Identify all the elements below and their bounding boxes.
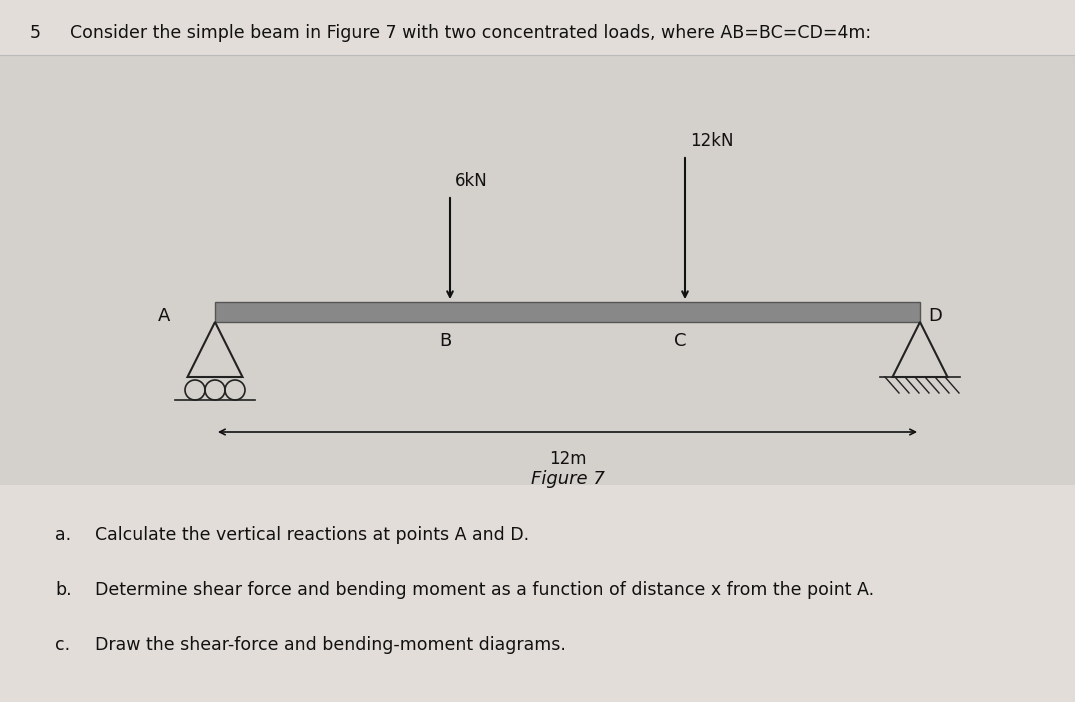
Bar bbox=[0, 55, 1075, 485]
Text: 12kN: 12kN bbox=[690, 132, 733, 150]
Text: c.: c. bbox=[55, 636, 70, 654]
Text: 6kN: 6kN bbox=[455, 172, 488, 190]
Text: b.: b. bbox=[55, 581, 72, 599]
Text: Determine shear force and bending moment as a function of distance x from the po: Determine shear force and bending moment… bbox=[95, 581, 874, 599]
Text: D: D bbox=[928, 307, 942, 325]
Text: 5: 5 bbox=[30, 24, 41, 42]
Text: Consider the simple beam in Figure 7 with two concentrated loads, where AB=BC=CD: Consider the simple beam in Figure 7 wit… bbox=[70, 24, 871, 42]
Text: a.: a. bbox=[55, 526, 71, 544]
Text: Calculate the vertical reactions at points A and D.: Calculate the vertical reactions at poin… bbox=[95, 526, 529, 544]
Text: 12m: 12m bbox=[548, 450, 586, 468]
Text: Draw the shear-force and bending-moment diagrams.: Draw the shear-force and bending-moment … bbox=[95, 636, 565, 654]
Bar bbox=[215, 302, 920, 322]
Text: A: A bbox=[158, 307, 170, 325]
Text: C: C bbox=[674, 332, 686, 350]
Text: B: B bbox=[439, 332, 452, 350]
Text: Figure 7: Figure 7 bbox=[531, 470, 604, 488]
